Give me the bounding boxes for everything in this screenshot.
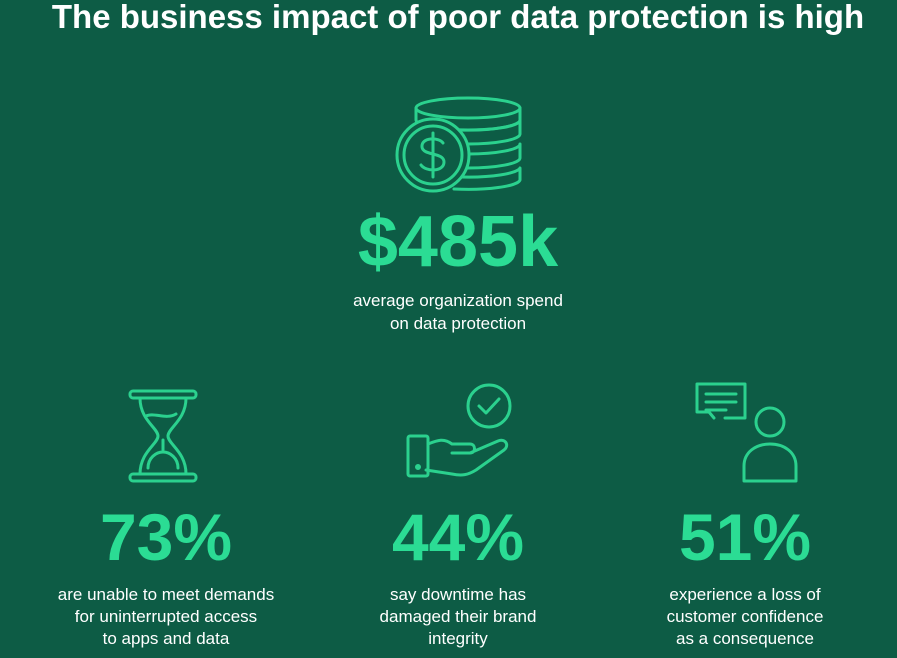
headline-value: $485k bbox=[358, 202, 559, 282]
title: The business impact of poor data protect… bbox=[52, 0, 864, 35]
headline-description: average organization spend bbox=[353, 291, 563, 310]
stat-description: say downtime has bbox=[390, 585, 526, 604]
stat-description: integrity bbox=[428, 629, 488, 648]
stat-description: to apps and data bbox=[103, 629, 230, 648]
person-chat-icon bbox=[695, 382, 798, 483]
coins-icon bbox=[395, 96, 522, 193]
hand-check-icon bbox=[406, 383, 512, 478]
headline-description: on data protection bbox=[390, 314, 526, 333]
stat-value: 73% bbox=[100, 500, 232, 574]
stat-value: 44% bbox=[392, 500, 524, 574]
stat-description: are unable to meet demands bbox=[58, 585, 274, 604]
stat-description: damaged their brand bbox=[380, 607, 537, 626]
stat-value: 51% bbox=[679, 500, 811, 574]
hourglass-icon bbox=[128, 389, 198, 483]
stat-description: for uninterrupted access bbox=[75, 607, 257, 626]
stat-description: customer confidence bbox=[667, 607, 824, 626]
stat-description: as a consequence bbox=[676, 629, 814, 648]
stat-description: experience a loss of bbox=[669, 585, 820, 604]
